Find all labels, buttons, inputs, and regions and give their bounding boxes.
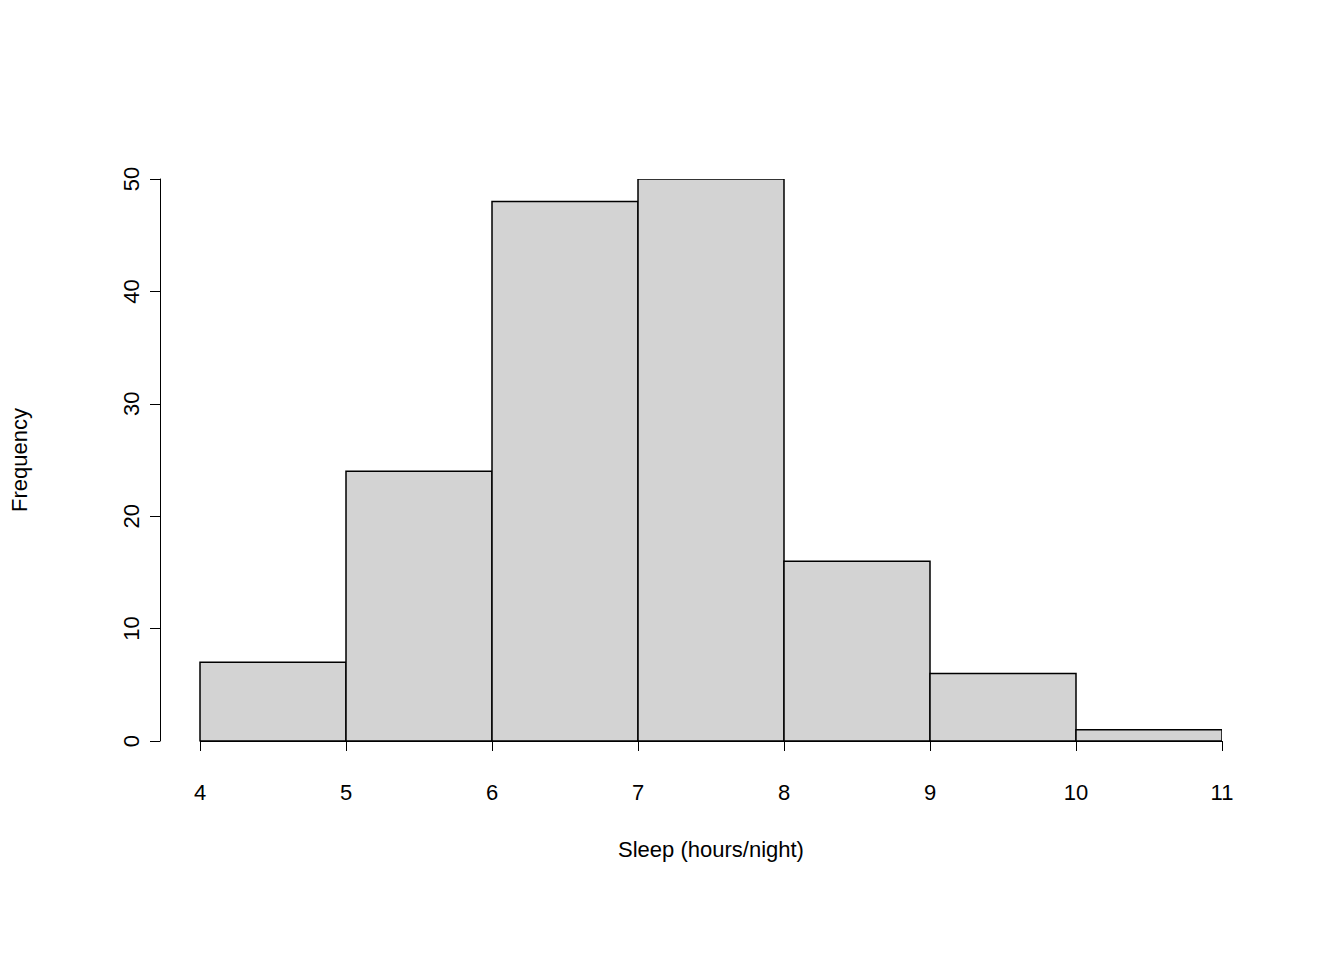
svg-text:6: 6: [486, 780, 498, 805]
svg-text:4: 4: [194, 780, 206, 805]
svg-text:10: 10: [119, 616, 144, 640]
svg-text:Sleep (hours/night): Sleep (hours/night): [618, 837, 804, 862]
svg-text:40: 40: [119, 279, 144, 303]
svg-text:20: 20: [119, 504, 144, 528]
svg-text:30: 30: [119, 392, 144, 416]
svg-text:7: 7: [632, 780, 644, 805]
svg-text:50: 50: [119, 167, 144, 191]
svg-text:11: 11: [1211, 780, 1234, 805]
svg-text:Frequency: Frequency: [7, 408, 32, 512]
svg-text:10: 10: [1064, 780, 1088, 805]
svg-text:8: 8: [778, 780, 790, 805]
svg-text:9: 9: [924, 780, 936, 805]
svg-text:0: 0: [119, 735, 144, 747]
svg-text:5: 5: [340, 780, 352, 805]
